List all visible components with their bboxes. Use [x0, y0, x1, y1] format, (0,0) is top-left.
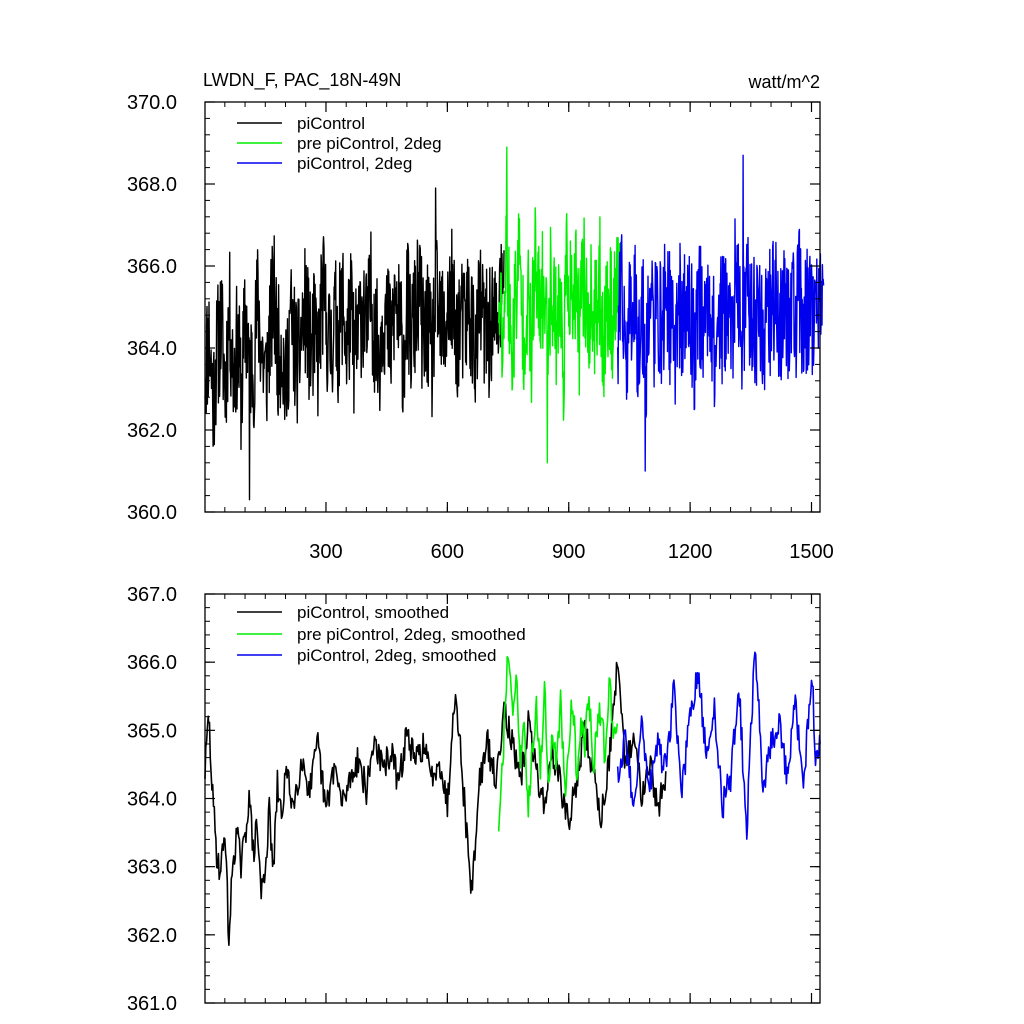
top-series-group [204, 146, 825, 501]
y-tick-label: 362.0 [127, 925, 177, 947]
bottom-axes: 361.0 362.0 363.0 364.0 365.0 366.0 367.0 [127, 584, 821, 1015]
legend-label-picontrol-2deg: piControl, 2deg [297, 154, 412, 173]
legend-label-pre-picontrol-2deg: pre piControl, 2deg [297, 134, 442, 153]
series-line-picontrol [204, 187, 505, 501]
y-tick-label: 366.0 [127, 652, 177, 674]
y-tick-label: 362.0 [127, 420, 177, 442]
x-tick-label: 1500 [789, 541, 834, 563]
x-tick-label: 1200 [668, 541, 713, 563]
y-tick-label: 368.0 [127, 174, 177, 196]
plot-frame [204, 101, 821, 513]
top-legend: piControl pre piControl, 2deg piControl,… [237, 114, 442, 173]
series-line-pre-picontrol-2deg [498, 146, 621, 464]
x-tick-label: 900 [552, 541, 585, 563]
x-tick-label: 300 [309, 541, 342, 563]
series-line-pre-picontrol-2deg-smoothed [497, 655, 619, 832]
x-tick-label: 600 [431, 541, 464, 563]
y-tick-label: 367.0 [127, 584, 177, 606]
y-tick-label: 364.0 [127, 789, 177, 811]
legend-label-picontrol-smoothed: piControl, smoothed [297, 603, 449, 622]
bottom-legend: piControl, smoothed pre piControl, 2deg,… [237, 603, 526, 665]
y-tick-label: 360.0 [127, 502, 177, 524]
bottom-series-group [204, 651, 821, 946]
top-axes: 360.0 362.0 364.0 366.0 368.0 370.0 300 600 900 1… [127, 92, 834, 563]
legend-label-pre-picontrol-2deg-smoothed: pre piControl, 2deg, smoothed [297, 625, 526, 644]
legend-label-picontrol-2deg-smoothed: piControl, 2deg, smoothed [297, 646, 496, 665]
y-tick-label: 366.0 [127, 256, 177, 278]
y-tick-label: 363.0 [127, 857, 177, 879]
units-label: watt/m^2 [748, 72, 820, 92]
chart-title: LWDN_F, PAC_18N-49N [203, 70, 401, 91]
top-chart-panel: LWDN_F, PAC_18N-49N watt/m^2 360.0362.03… [127, 70, 834, 563]
y-tick-label: 370.0 [127, 92, 177, 114]
series-line-picontrol-2deg-smoothed [616, 651, 821, 840]
bottom-chart-panel: 361.0 362.0 363.0 364.0 365.0 366.0 367.0 piCo… [127, 584, 821, 1015]
y-tick-label: 364.0 [127, 338, 177, 360]
series-line-picontrol-smoothed [204, 661, 667, 946]
series-line-picontrol-2deg [617, 154, 825, 472]
y-tick-label: 365.0 [127, 720, 177, 742]
legend-label-picontrol: piControl [297, 114, 365, 133]
y-tick-label: 361.0 [127, 993, 177, 1015]
